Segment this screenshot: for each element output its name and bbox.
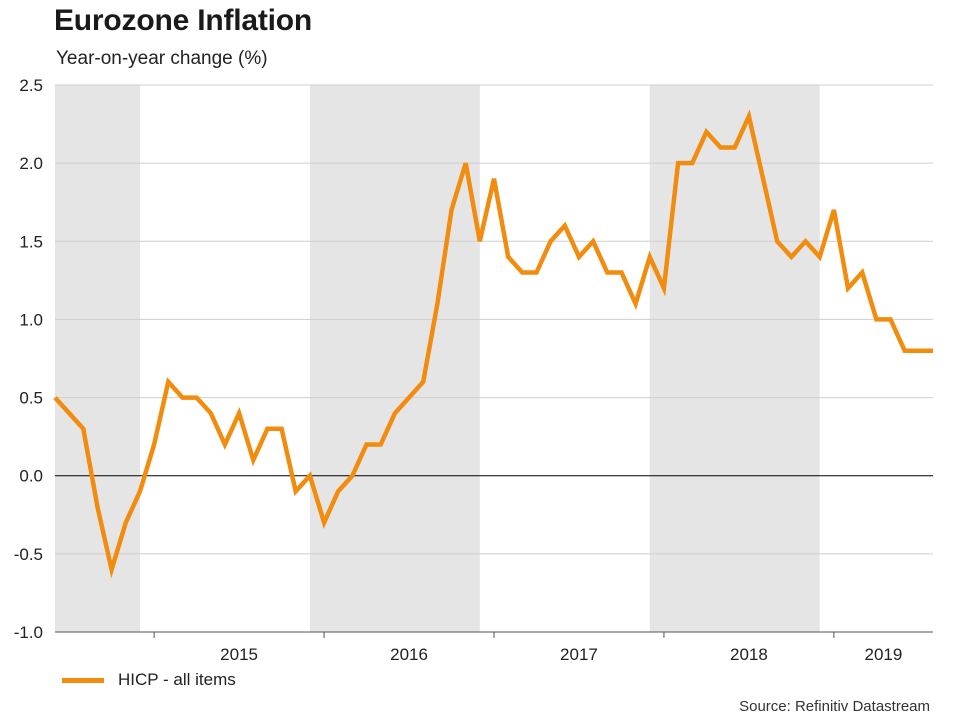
- y-tick-label: 0.0: [19, 467, 43, 486]
- x-tick-label: 2017: [560, 645, 598, 664]
- y-tick-label: -0.5: [14, 545, 43, 564]
- y-tick-label: 2.0: [19, 154, 43, 173]
- y-tick-label: 1.0: [19, 310, 43, 329]
- chart-title: Eurozone Inflation: [54, 4, 313, 37]
- x-tick-label: 2018: [730, 645, 768, 664]
- source-note: Source: Refinitiv Datastream: [739, 698, 930, 715]
- x-tick-label: 2016: [390, 645, 428, 664]
- shaded-band-0: [55, 85, 140, 632]
- chart-subtitle: Year-on-year change (%): [56, 48, 268, 69]
- shaded-band-1: [309, 85, 480, 632]
- y-tick-label: 0.5: [19, 389, 43, 408]
- x-tick-label: 2019: [865, 645, 903, 664]
- shaded-band-2: [649, 85, 820, 632]
- y-tick-label: -1.0: [14, 623, 43, 642]
- legend: HICP - all items: [62, 670, 236, 690]
- legend-label: HICP - all items: [118, 670, 236, 689]
- y-tick-label: 2.5: [19, 76, 43, 95]
- x-tick-label: 2015: [220, 645, 258, 664]
- legend-swatch: [62, 677, 104, 683]
- y-tick-label: 1.5: [19, 232, 43, 251]
